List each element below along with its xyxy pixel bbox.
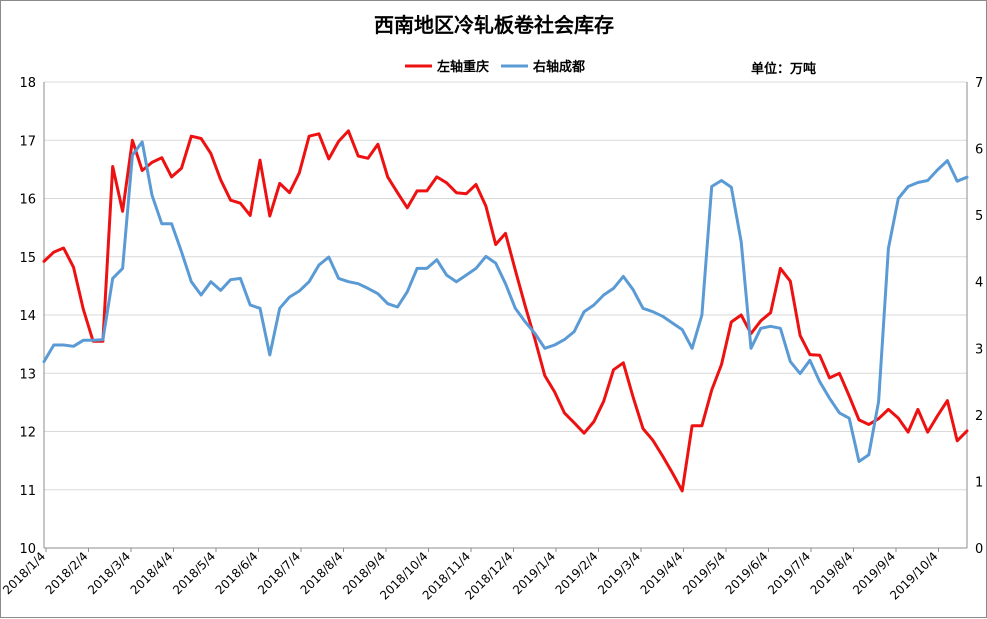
chart-title: 西南地区冷轧板卷社会库存 <box>374 13 614 37</box>
x-tick-label: 2018/5/4 <box>170 549 218 597</box>
x-tick-label: 2018/7/4 <box>255 549 303 597</box>
y-left-tick-label: 11 <box>19 484 36 499</box>
legend: 左轴重庆 右轴成都 <box>405 59 585 75</box>
legend-label-chengdu: 右轴成都 <box>532 59 585 75</box>
x-tick-label: 2019/5/4 <box>680 549 728 597</box>
x-tick-label: 2019/2/4 <box>553 549 601 597</box>
y-left-tick-label: 10 <box>19 542 36 557</box>
y-right-tick-label: 0 <box>975 542 983 557</box>
x-tick-label: 2018/8/4 <box>298 549 346 597</box>
x-tick-label: 2018/4/4 <box>128 549 176 597</box>
x-tick-label: 2018/2/4 <box>43 549 91 597</box>
y-right-tick-label: 5 <box>975 209 983 224</box>
x-tick-label: 2019/7/4 <box>765 549 813 597</box>
x-tick-label: 2018/6/4 <box>213 549 261 597</box>
y-left-tick-label: 13 <box>19 367 36 382</box>
y-right-tick-label: 3 <box>975 342 983 357</box>
y-right-tick-label: 4 <box>975 276 983 291</box>
y-left-tick-label: 18 <box>19 76 36 91</box>
y-left-tick-label: 16 <box>19 193 36 208</box>
y-axis-right-ticks: 0 1 2 3 4 5 6 7 <box>975 76 983 557</box>
x-tick-label: 2019/8/4 <box>808 549 856 597</box>
y-right-tick-label: 1 <box>975 475 983 490</box>
x-tick-label: 2019/6/4 <box>723 549 771 597</box>
gridlines <box>44 81 967 549</box>
unit-label: 单位：万吨 <box>751 61 816 77</box>
y-right-tick-label: 2 <box>975 409 983 424</box>
series-line-chongqing <box>42 129 969 493</box>
y-left-tick-label: 12 <box>19 426 36 441</box>
x-tick-label: 2019/3/4 <box>595 549 643 597</box>
y-left-tick-label: 15 <box>19 251 36 266</box>
legend-label-chongqing: 左轴重庆 <box>437 59 489 75</box>
y-right-tick-label: 7 <box>975 76 983 91</box>
x-tick-label: 2018/3/4 <box>85 549 133 597</box>
x-tick-label: 2019/1/4 <box>510 549 558 597</box>
series-line-chengdu <box>42 140 969 463</box>
x-tick-label: 2019/4/4 <box>638 549 686 597</box>
y-axis-left-ticks: 10 11 12 13 14 15 16 17 18 <box>19 76 36 557</box>
plot-area <box>42 129 969 493</box>
axes <box>43 82 968 549</box>
y-left-tick-label: 17 <box>19 134 36 149</box>
y-left-tick-label: 14 <box>19 309 36 324</box>
x-axis-ticks: 2018/1/42018/2/42018/3/42018/4/42018/5/4… <box>1 548 941 603</box>
y-right-tick-label: 6 <box>975 143 983 158</box>
